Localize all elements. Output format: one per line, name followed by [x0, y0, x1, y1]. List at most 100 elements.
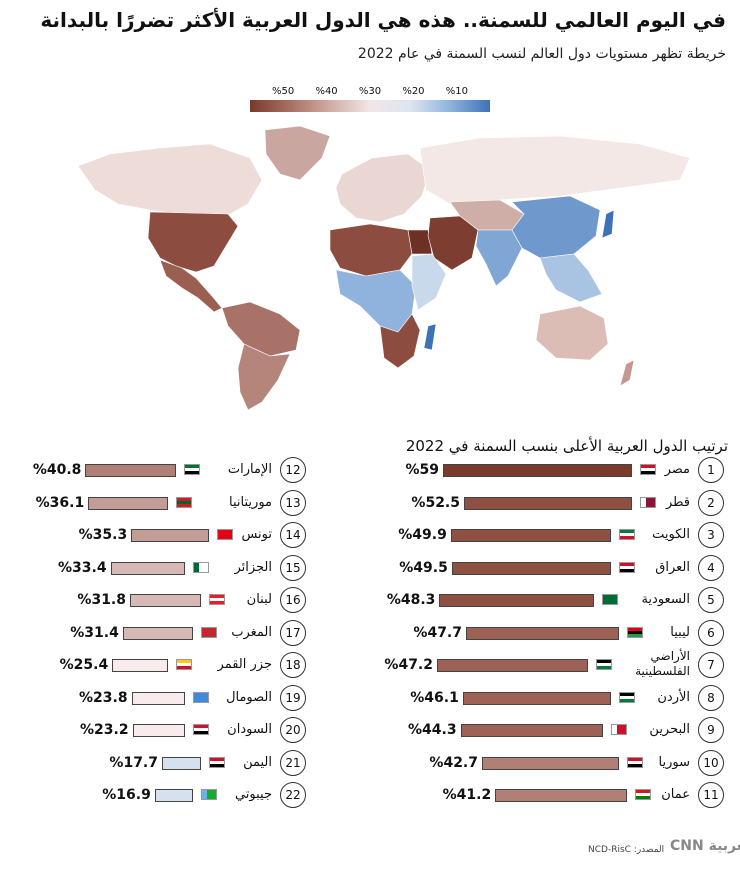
ranking-row: 4 العراق %49.5	[0, 554, 740, 581]
rank-number: 7	[698, 652, 724, 678]
value-label: %49.9	[398, 527, 447, 543]
algeria-flag-icon	[192, 561, 209, 573]
country-name: ليبيا	[670, 624, 690, 640]
sudan-flag-icon	[192, 724, 209, 735]
qatar-flag-icon	[640, 496, 656, 508]
country-name: السعودية	[641, 592, 690, 607]
rank-number: 19	[280, 684, 306, 711]
ranking-row: 3 الكويت %49.9	[0, 522, 740, 548]
rank-number: 11	[698, 782, 724, 808]
value-label: %44.3	[408, 722, 457, 738]
rank-number: 6	[698, 619, 724, 646]
somalia-flag-icon	[192, 691, 209, 703]
ranking-row: 7 الأراضي الفلسطينية %47.2	[0, 649, 740, 678]
rank-number: 18	[280, 652, 306, 678]
value-bar	[482, 756, 619, 770]
country-name: مصر	[664, 462, 690, 477]
rank-number: 21	[280, 749, 306, 776]
country-name: الجزائر	[234, 559, 272, 575]
value-bar	[464, 496, 632, 510]
value-bar	[122, 626, 193, 640]
value-bar	[112, 659, 169, 672]
map-region-east-asia	[511, 195, 601, 259]
page-title: في اليوم العالمي للسمنة.. هذه هي الدول ا…	[40, 8, 726, 32]
value-bar	[466, 626, 619, 640]
map-legend: %50 %40 %30 %20 %10	[250, 86, 490, 112]
value-label: %31.8	[77, 592, 126, 608]
country-name: تونس	[241, 527, 272, 542]
value-label: %59	[405, 462, 439, 478]
value-bar	[439, 594, 595, 607]
country-name: السودان	[227, 722, 272, 737]
lebanon-flag-icon	[209, 594, 225, 605]
ranking-row: 15 الجزائر %33.4	[0, 554, 740, 581]
ranking-title: ترتيب الدول العربية الأعلى بنسب السمنة ف…	[405, 437, 728, 455]
yemen-flag-icon	[209, 756, 225, 768]
country-name: سوريا	[658, 754, 690, 770]
value-bar	[162, 756, 201, 770]
country-name: جزر القمر	[217, 657, 272, 672]
uae-flag-icon	[184, 464, 201, 475]
djibouti-flag-icon	[200, 789, 217, 800]
value-bar	[443, 464, 632, 477]
map-region-usa	[147, 211, 239, 273]
ranking-row: 2 قطر %52.5	[0, 489, 740, 516]
country-name: لبنان	[246, 592, 272, 607]
rank-number: 2	[698, 489, 724, 516]
country-name: البحرين	[649, 722, 690, 737]
rank-number: 12	[280, 457, 306, 483]
value-label: %33.4	[58, 559, 107, 576]
country-name: الإمارات	[227, 462, 272, 477]
cnn-arabic-logo: CNN بالعربية	[670, 838, 740, 854]
value-bar	[131, 691, 185, 705]
legend-labels: %50 %40 %30 %20 %10	[250, 86, 490, 97]
country-name: الأردن	[657, 689, 690, 705]
world-obesity-map	[77, 125, 691, 411]
palestine-flag-icon	[596, 659, 612, 670]
ranking-row: 8 الأردن %46.1	[0, 684, 740, 711]
ranking-row: 21 اليمن %17.7	[0, 749, 740, 776]
syria-flag-icon	[627, 756, 643, 768]
map-region-new-zealand	[619, 359, 635, 387]
value-bar	[154, 789, 193, 802]
value-label: %17.7	[109, 754, 158, 771]
country-name: قطر	[665, 494, 690, 510]
legend-label: %30	[358, 86, 382, 97]
country-name: المغرب	[231, 624, 272, 640]
ranking-row: 18 جزر القمر %25.4	[0, 652, 740, 678]
legend-label: %40	[315, 86, 338, 97]
legend-color-scale	[250, 100, 490, 112]
ranking-row: 11 عمان %41.2	[0, 782, 740, 808]
ranking-row: 20 السودان %23.2	[0, 717, 740, 743]
mauritania-flag-icon	[176, 496, 193, 508]
value-label: %47.2	[384, 657, 433, 673]
value-label: %42.7	[429, 754, 478, 771]
ranking-row: 12 الإمارات %40.8	[0, 457, 740, 483]
rank-number: 1	[698, 457, 724, 483]
rank-number: 16	[280, 587, 306, 613]
value-label: %31.4	[70, 624, 119, 641]
ranking-row: 6 ليبيا %47.7	[0, 619, 740, 646]
value-label: %23.8	[79, 689, 128, 706]
legend-label: %20	[402, 86, 425, 97]
country-name: الصومال	[226, 689, 272, 705]
country-name: جيبوتي	[234, 787, 272, 802]
country-name: الأراضي الفلسطينية	[635, 649, 690, 678]
map-region-russia	[419, 135, 691, 205]
value-label: %35.3	[78, 527, 128, 543]
morocco-flag-icon	[200, 626, 217, 638]
value-label: %16.9	[102, 787, 151, 803]
map-region-southeast-asia	[539, 253, 603, 303]
value-label: %23.2	[80, 722, 129, 738]
bahrain-flag-icon	[610, 724, 627, 735]
map-region-southern-africa	[379, 313, 421, 369]
ranking-row: 19 الصومال %23.8	[0, 684, 740, 711]
country-name: الكويت	[652, 527, 690, 542]
value-label: %25.4	[59, 657, 109, 673]
libya-flag-icon	[627, 626, 643, 638]
comoros-flag-icon	[176, 659, 193, 670]
rank-number: 17	[280, 619, 306, 646]
ranking-row: 1 مصر %59	[0, 457, 740, 483]
iraq-flag-icon	[618, 561, 635, 573]
value-bar	[495, 789, 628, 802]
